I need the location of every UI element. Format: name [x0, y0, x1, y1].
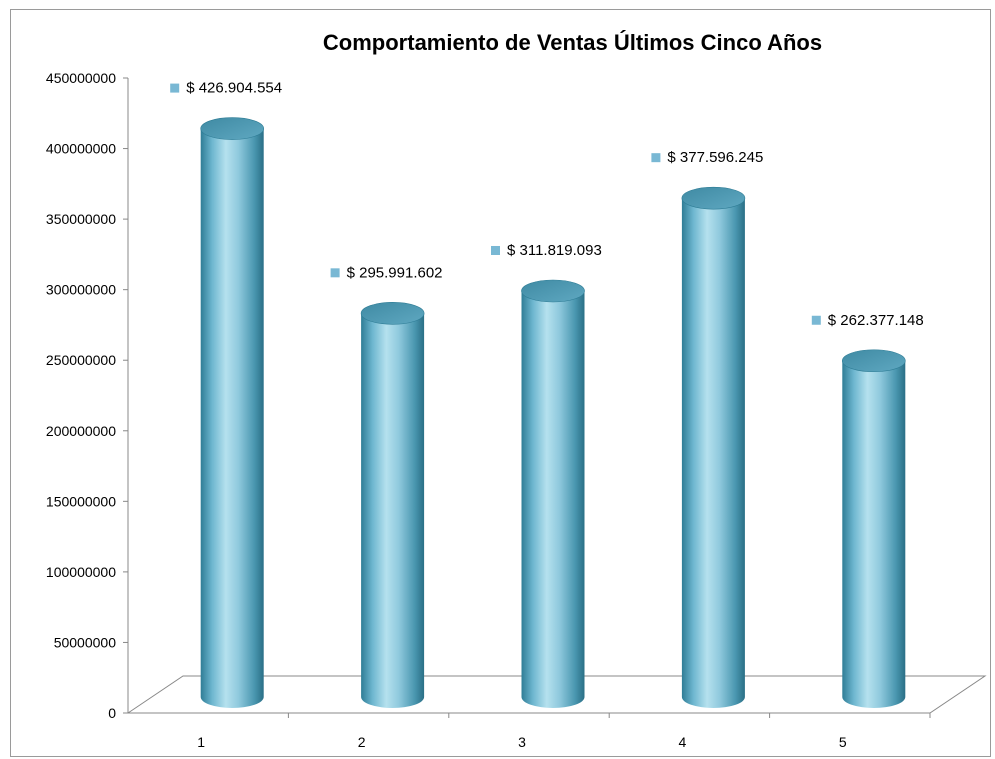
data-label: $ 377.596.245	[667, 149, 763, 166]
bar-body	[521, 290, 585, 709]
chart-title: Comportamiento de Ventas Últimos Cinco A…	[322, 30, 823, 55]
bar-body	[361, 313, 425, 709]
x-tick-label: 4	[679, 734, 687, 750]
chart-frame	[10, 9, 991, 757]
y-tick-label: 450000000	[46, 70, 116, 86]
data-label-marker	[170, 83, 180, 93]
bar-body	[681, 198, 745, 709]
y-tick-label: 200000000	[46, 423, 116, 439]
data-label-marker	[491, 245, 500, 255]
x-tick-label: 2	[358, 734, 366, 750]
data-label: $ 295.991.602	[347, 264, 443, 281]
x-tick-label: 1	[197, 734, 205, 750]
y-tick-label: 0	[108, 705, 116, 721]
bar-4	[681, 186, 746, 709]
bar-top	[521, 279, 585, 303]
data-label: $ 311.819.093	[507, 242, 602, 259]
bar-5	[841, 349, 906, 709]
bar-1	[200, 117, 264, 709]
data-label: $ 426.904.554	[186, 80, 282, 97]
data-label-marker	[811, 315, 821, 325]
y-tick-label: 350000000	[46, 211, 116, 227]
bar-2	[360, 302, 425, 709]
data-label-marker	[330, 268, 340, 278]
y-tick-label: 250000000	[46, 352, 116, 368]
bar-top	[200, 117, 264, 140]
bar-top	[681, 186, 746, 210]
y-tick-label: 300000000	[46, 282, 116, 298]
y-tick-label: 50000000	[54, 634, 117, 650]
bar-body	[200, 128, 264, 709]
bar-body	[842, 360, 906, 709]
y-tick-label: 150000000	[46, 493, 116, 509]
chart-floor	[126, 675, 987, 714]
x-tick-label: 5	[839, 734, 847, 750]
bar-top	[841, 349, 906, 373]
x-tick-label: 3	[518, 734, 526, 750]
data-label-marker	[651, 153, 661, 163]
data-label: $ 262.377.148	[828, 312, 924, 329]
y-tick-label: 400000000	[46, 141, 116, 157]
bar-3	[521, 279, 585, 709]
y-tick-label: 100000000	[46, 564, 116, 580]
bar-top	[360, 302, 425, 325]
